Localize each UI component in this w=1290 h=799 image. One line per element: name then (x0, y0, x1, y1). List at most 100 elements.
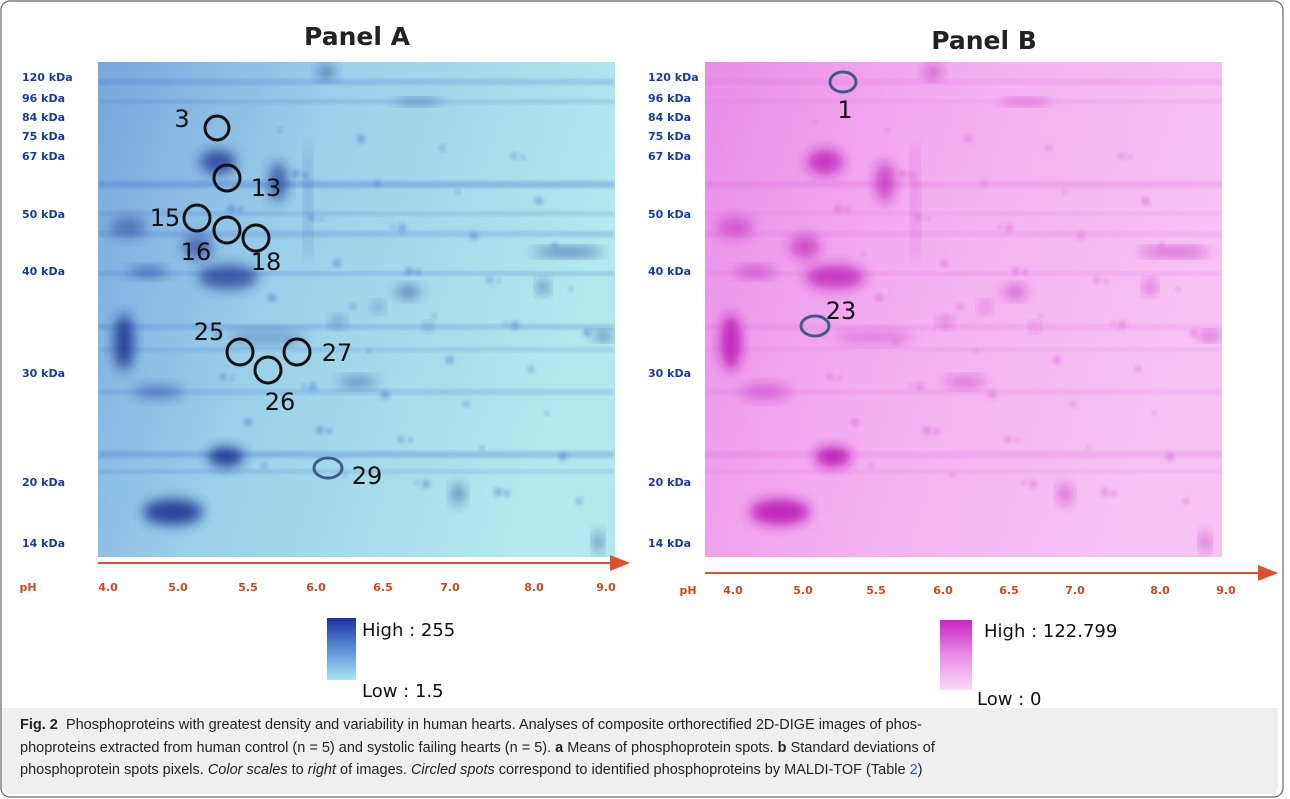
gel-dot (374, 180, 380, 186)
gel-spot (980, 302, 990, 312)
ph-tick-label: 4.0 (98, 581, 118, 594)
gel-spot (1031, 323, 1039, 331)
gel-dot (415, 269, 421, 275)
gel-streak (705, 390, 1222, 394)
caption-text: correspond to identified phosphoproteins… (498, 762, 906, 778)
gel-dot (1190, 329, 1198, 337)
spot-label: 27 (322, 339, 353, 367)
gel-spot (740, 385, 790, 399)
gel-dot (439, 145, 445, 151)
gel-dot (923, 426, 931, 434)
gel-dot (1022, 269, 1028, 275)
gel-dot (528, 366, 534, 372)
gel-streak (705, 325, 1222, 329)
ph-tick-label: 6.0 (306, 581, 326, 594)
gel-spot (533, 248, 603, 256)
gel-dot (213, 163, 217, 167)
gel-spot (1059, 484, 1071, 504)
color-scale (940, 620, 972, 690)
gel-spot (721, 314, 741, 370)
gel-spot (424, 323, 432, 331)
mw-label: 67 kDa (22, 150, 65, 163)
gel-dot (302, 172, 308, 178)
scale-low: Low : 0 (977, 689, 1041, 710)
gel-dot (1159, 242, 1165, 248)
gel-dot (1183, 498, 1189, 504)
spot-circle (282, 337, 312, 367)
gel-spot (318, 66, 334, 78)
gel-dot (227, 205, 235, 213)
gel-streak (705, 232, 1222, 236)
gel-spot (128, 267, 168, 277)
gel-spot (594, 532, 602, 552)
gel-dot (415, 481, 419, 485)
gel-dot (511, 153, 517, 159)
panel-title: Panel B (931, 26, 1037, 55)
gel-dot (278, 128, 282, 132)
gel-dot (1063, 190, 1067, 194)
gel-dot (261, 463, 267, 469)
gel-dot (1111, 322, 1115, 326)
gel-dot (504, 322, 508, 326)
gel-dot (844, 207, 850, 213)
gel-spot (735, 267, 775, 277)
gel-dot (545, 411, 549, 415)
gel-spot (110, 217, 146, 237)
caption: Fig. 2 Phosphoproteins with greatest den… (2, 708, 1278, 794)
spot-label: 18 (251, 248, 282, 276)
ph-tick-label: 6.5 (373, 581, 393, 594)
gel-dot (1111, 490, 1117, 496)
gel-spot (945, 377, 985, 387)
caption-label: b (777, 739, 787, 756)
gel-dot (333, 259, 341, 267)
gel-dot (1135, 366, 1141, 372)
gel-spot (133, 385, 183, 399)
gel-dot (381, 391, 389, 399)
mw-label: 40 kDa (648, 265, 691, 278)
gel-spot (332, 317, 344, 327)
gel-spot (1140, 248, 1210, 256)
gel-streak (98, 272, 615, 275)
gel-dot (487, 277, 493, 283)
gel-dot (1101, 488, 1109, 496)
gel-image (705, 62, 1222, 557)
ph-tick-label: 7.0 (440, 581, 460, 594)
ph-label: pH (19, 581, 36, 594)
mw-label: 14 kDa (648, 537, 691, 550)
gel-dot (909, 172, 915, 178)
gel-dot (909, 384, 913, 388)
caption-text: Phosphoproteins with greatest density an… (65, 717, 922, 733)
caption-text: Standard deviations of (790, 739, 935, 756)
mw-label: 40 kDa (22, 265, 65, 278)
spot-circle (203, 114, 231, 142)
gel-dot (1046, 145, 1052, 151)
mw-label: 84 kDa (648, 111, 691, 124)
gel-dot (357, 135, 365, 143)
caption-text: phoproteins extracted from human control… (20, 739, 552, 756)
gel-dot (916, 383, 924, 391)
gel-dot (511, 321, 519, 329)
spot-label: 23 (826, 297, 857, 325)
ph-tick-label: 5.0 (168, 581, 188, 594)
mw-label: 84 kDa (22, 111, 65, 124)
ph-tick-label: 8.0 (524, 581, 544, 594)
ph-tick-label: 9.0 (596, 581, 616, 594)
mw-label: 67 kDa (648, 150, 691, 163)
spot-label: 1 (837, 96, 852, 124)
caption-italic: right (307, 762, 336, 778)
mw-label: 96 kDa (22, 92, 65, 105)
gel-dot (254, 252, 258, 256)
gel-dot (244, 418, 252, 426)
gel-streak (98, 182, 615, 187)
gel-spot (807, 150, 843, 174)
gel-streak (98, 212, 615, 215)
gel-dot (576, 498, 582, 504)
gel-spot (373, 302, 383, 312)
gel-streak (705, 348, 1222, 351)
gel-dot (1070, 401, 1076, 407)
gel-dot (446, 356, 454, 364)
gel-dot (220, 374, 226, 380)
gel-spot (835, 331, 915, 343)
table-ref[interactable]: 2 (909, 762, 918, 778)
ph-tick-label: 8.0 (1150, 584, 1170, 597)
